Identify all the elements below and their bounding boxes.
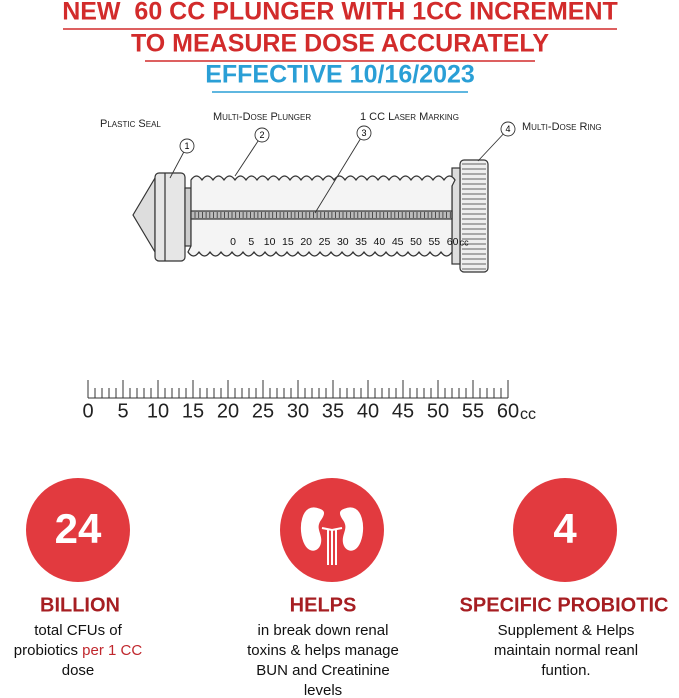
header-line: NEW 60 CC PLUNGER WITH 1CC INCREMENT (62, 0, 618, 26)
ruler-label: 5 (117, 400, 128, 422)
scale-label: 35 (355, 236, 367, 248)
feature-text: toxins & helps manage (247, 642, 399, 659)
plastic-seal (154, 172, 186, 262)
feature-text: probiotics (14, 642, 78, 659)
plunger-rod (190, 210, 453, 220)
scale-label: 40 (374, 236, 386, 248)
ruler-unit: cc (520, 406, 536, 423)
callout-number: 4 (505, 124, 510, 134)
ruler-label: 50 (427, 400, 449, 422)
feature-text: BUN and Creatinine (256, 662, 389, 679)
scale-label: 10 (264, 236, 276, 248)
callout-label: Plastic Seal (100, 118, 161, 130)
callout-circle (254, 127, 270, 143)
scale-label: 60 (447, 236, 459, 248)
scale-label: 0 (230, 236, 236, 248)
callout-circle (179, 138, 195, 154)
ruler-label: 40 (357, 400, 379, 422)
ruler-label: 45 (392, 400, 414, 422)
badge-number: 4 (553, 505, 577, 552)
callout-label: 1 CC Laser Marking (360, 111, 459, 123)
scale-label: 45 (392, 236, 404, 248)
ruler-label: 20 (217, 400, 239, 422)
ruler-label: 15 (182, 400, 204, 422)
leader-line (234, 134, 263, 177)
badge-circle (513, 478, 617, 582)
leader-line (314, 132, 365, 214)
callout-label: Multi-Dose Ring (522, 121, 602, 133)
callout-circle (500, 121, 516, 137)
callout-number: 2 (259, 130, 264, 140)
multi-dose-ring (459, 159, 489, 273)
scale-label: 15 (282, 236, 294, 248)
feature-text: maintain normal reanl (494, 642, 638, 659)
feature-text: in break down renal (258, 622, 389, 639)
scale-label: 30 (337, 236, 349, 248)
feature-text: levels (304, 682, 342, 698)
scale-label: 50 (410, 236, 422, 248)
ruler-label: 55 (462, 400, 484, 422)
ruler-label: 30 (287, 400, 309, 422)
feature-text: total CFUs of (34, 622, 122, 639)
feature-heading: HELPS (290, 594, 357, 616)
feature-highlight: per 1 CC (82, 642, 142, 659)
features: 24 4 BILLION HELPS SPECIFIC PROBIOTIC to… (14, 478, 669, 698)
feature-text: funtion. (541, 662, 590, 679)
callout-number: 1 (184, 141, 189, 151)
header-line: TO MEASURE DOSE ACCURATELY (131, 30, 549, 58)
feature-heading: BILLION (40, 594, 120, 616)
callout-label: Multi-Dose Plunger (213, 111, 311, 123)
seal-collar (184, 187, 192, 247)
feature-text: dose (62, 662, 95, 679)
header-line: EFFECTIVE 10/16/2023 (205, 61, 475, 89)
scale-label: 55 (428, 236, 440, 248)
ruler-label: 60 (497, 400, 519, 422)
callout-number: 3 (361, 128, 366, 138)
scale-label: 20 (300, 236, 312, 248)
feature-text: Supplement & Helps (498, 622, 635, 639)
badge-circle (26, 478, 130, 582)
seal-tip (132, 175, 156, 255)
kidney-icon (299, 505, 365, 565)
scale-label: 25 (319, 236, 331, 248)
scale-unit: cc (460, 237, 470, 247)
callout-circle (356, 125, 372, 141)
ruler-label: 25 (252, 400, 274, 422)
ruler-label: 0 (82, 400, 93, 422)
ruler-label: 10 (147, 400, 169, 422)
feature-heading: SPECIFIC PROBIOTIC (460, 594, 669, 616)
scale-label: 5 (248, 236, 254, 248)
plunger-diagram (132, 159, 489, 273)
badge-number: 24 (55, 505, 102, 552)
feature-text-line: probiotics per 1 CC (14, 642, 143, 659)
ruler-label: 35 (322, 400, 344, 422)
